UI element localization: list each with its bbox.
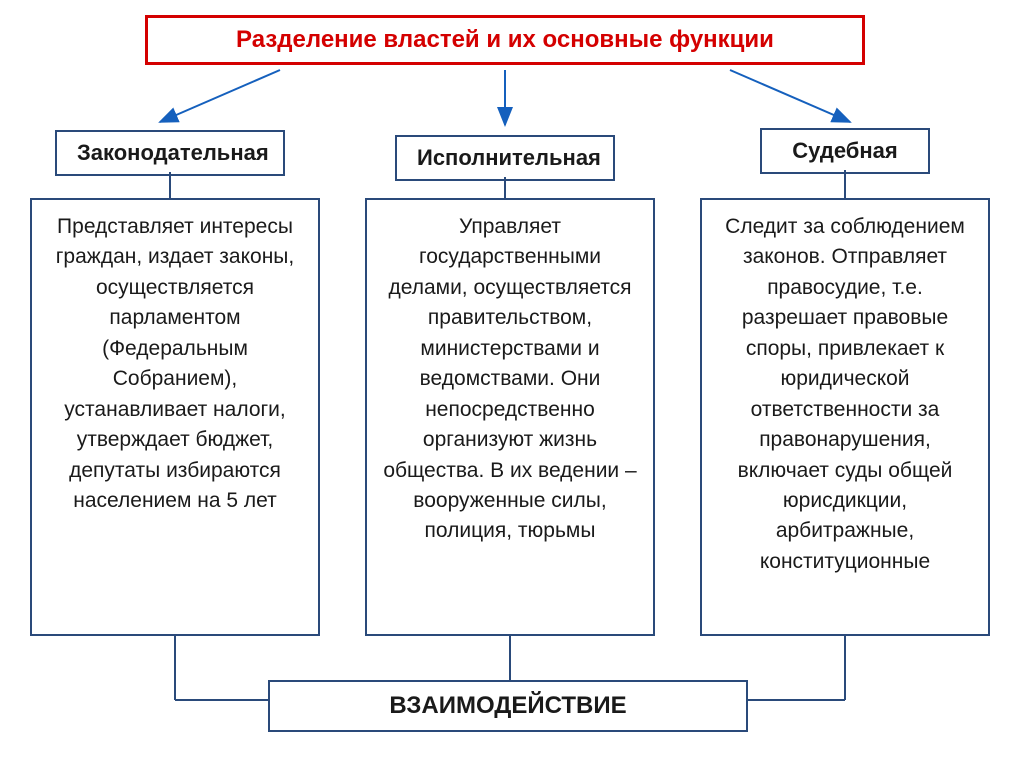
connector-judicial — [840, 170, 850, 200]
connector-legislative — [165, 172, 175, 200]
branch-2-label: Исполнительная — [417, 145, 601, 170]
branch-3-description: Следит за соблюдением законов. Отправляе… — [725, 215, 965, 573]
title-text: Разделение властей и их основные функции — [236, 26, 774, 53]
branch-label-judicial: Судебная — [760, 128, 930, 174]
branch-2-description: Управляет государственными делами, осуще… — [383, 215, 636, 542]
branch-1-label: Законодательная — [77, 140, 269, 165]
interaction-box: ВЗАИМОДЕЙСТВИЕ — [268, 680, 748, 732]
branch-label-executive: Исполнительная — [395, 135, 615, 181]
branch-label-legislative: Законодательная — [55, 130, 285, 176]
branch-desc-judicial: Следит за соблюдением законов. Отправляе… — [700, 198, 990, 636]
branch-desc-legislative: Представляет интересы граждан, издает за… — [30, 198, 320, 636]
interaction-text: ВЗАИМОДЕЙСТВИЕ — [389, 692, 626, 719]
branch-desc-executive: Управляет государственными делами, осуще… — [365, 198, 655, 636]
branch-3-label: Судебная — [792, 138, 897, 163]
branch-1-description: Представляет интересы граждан, издает за… — [56, 215, 294, 512]
diagram-title: Разделение властей и их основные функции — [145, 15, 865, 65]
